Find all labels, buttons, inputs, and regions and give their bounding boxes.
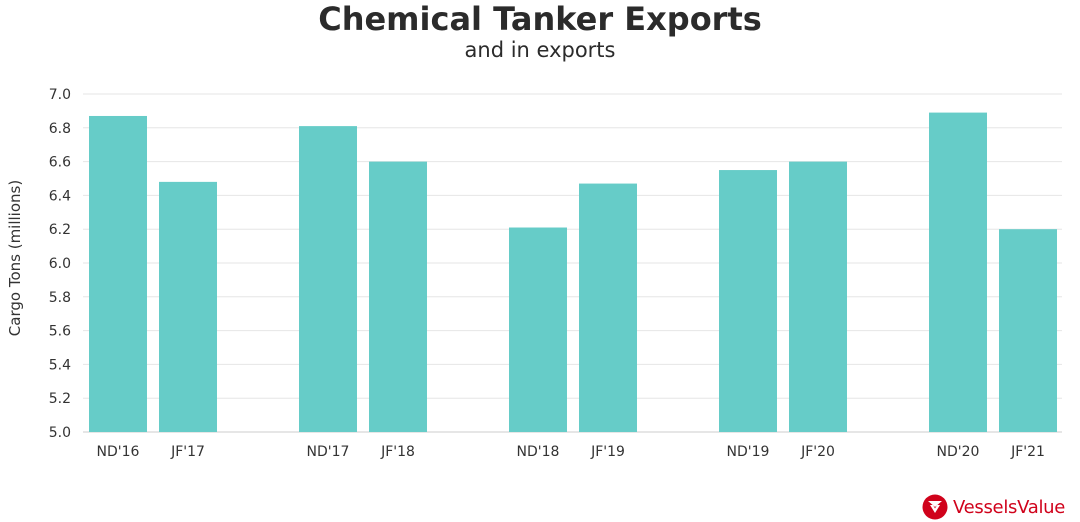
y-tick-label: 6.8 bbox=[49, 121, 71, 137]
y-axis: 5.0 5.2 5.4 5.6 5.8 6.0 6.2 6.4 6.6 6.8 7.0 bbox=[49, 87, 71, 441]
y-tick-label: 6.4 bbox=[49, 188, 71, 204]
bar[interactable] bbox=[299, 126, 357, 433]
chart-title: Chemical Tanker Exports bbox=[318, 0, 762, 38]
x-tick-label: JF'18 bbox=[380, 444, 415, 460]
x-tick-label: ND'19 bbox=[727, 444, 770, 460]
vesselsvalue-logo-icon bbox=[922, 494, 948, 520]
y-tick-label: 6.2 bbox=[49, 222, 71, 238]
bar[interactable] bbox=[789, 161, 847, 432]
y-axis-label: Cargo Tons (millions) bbox=[6, 180, 24, 336]
y-tick-label: 5.8 bbox=[49, 290, 71, 306]
bar[interactable] bbox=[369, 161, 427, 432]
bar[interactable] bbox=[509, 227, 567, 432]
x-tick-label: JF'20 bbox=[800, 444, 835, 460]
y-tick-label: 5.4 bbox=[49, 357, 71, 373]
chart-subtitle: and in exports bbox=[464, 38, 616, 62]
y-tick-label: 5.2 bbox=[49, 391, 71, 407]
x-tick-label: ND'18 bbox=[517, 444, 560, 460]
brand-logo: VesselsValue bbox=[922, 492, 1065, 522]
x-tick-label: ND'17 bbox=[307, 444, 350, 460]
bar[interactable] bbox=[89, 115, 147, 432]
grid-lines bbox=[83, 93, 1062, 433]
y-tick-label: 5.6 bbox=[49, 324, 71, 340]
bar[interactable] bbox=[999, 229, 1057, 432]
x-tick-label: JF'21 bbox=[1010, 444, 1045, 460]
y-tick-label: 5.0 bbox=[49, 425, 71, 441]
brand-name: VesselsValue bbox=[953, 496, 1066, 518]
x-tick-label: ND'20 bbox=[937, 444, 980, 460]
x-tick-label: JF'17 bbox=[170, 444, 205, 460]
x-tick-label: JF'19 bbox=[590, 444, 625, 460]
bar[interactable] bbox=[929, 112, 987, 432]
y-tick-label: 6.6 bbox=[49, 155, 71, 171]
x-tick-label: ND'16 bbox=[97, 444, 140, 460]
y-tick-label: 6.0 bbox=[49, 256, 71, 272]
bar[interactable] bbox=[579, 183, 637, 432]
x-axis: ND'16 JF'17 ND'17 JF'18 ND'18 JF'19 ND'19 JF'20… bbox=[97, 444, 1045, 460]
bars bbox=[89, 112, 1057, 433]
bar[interactable] bbox=[719, 170, 777, 433]
y-tick-label: 7.0 bbox=[49, 87, 71, 103]
bar[interactable] bbox=[159, 181, 217, 432]
